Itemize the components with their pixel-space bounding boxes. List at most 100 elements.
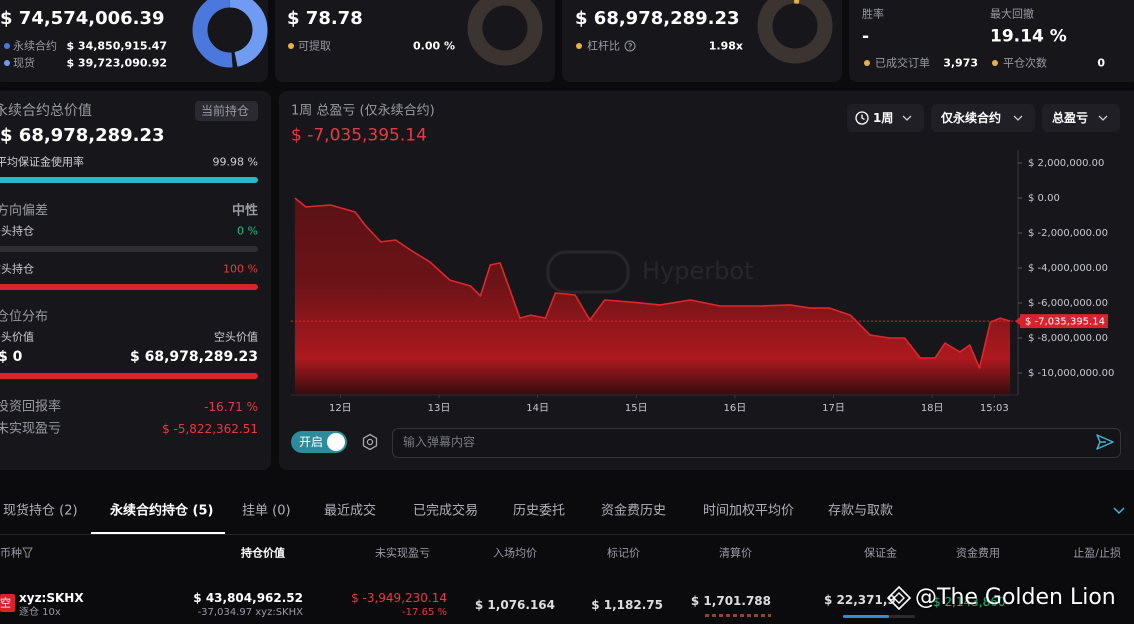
range-dropdown[interactable] xyxy=(847,104,924,132)
chevrons xyxy=(902,115,1108,121)
legend-value: $ 39,723,090.92 xyxy=(66,56,167,70)
legend-value: 1.98x xyxy=(708,39,743,53)
y-tick-label: $ -8,000,000.00 xyxy=(1028,333,1108,344)
column-header[interactable]: 标记价 xyxy=(607,546,640,560)
input-placeholder[interactable]: 输入弹幕内容 xyxy=(403,435,476,449)
position-size: -37,034.97 xyz:SKHX xyxy=(197,607,303,618)
metric-dropdown[interactable] xyxy=(1042,104,1120,132)
section-value: 中性 xyxy=(231,203,258,219)
help-icon[interactable] xyxy=(624,40,636,52)
stat-value: - xyxy=(862,26,870,47)
column-header[interactable]: 币种 xyxy=(0,546,22,560)
legend-dot xyxy=(288,43,294,49)
margin-mode: 逐仓 10x xyxy=(19,607,61,618)
x-tick-label: 17日 xyxy=(822,403,845,414)
card-withdrawable xyxy=(275,0,555,82)
current-value-tag-text: $ -7,035,395.14 xyxy=(1025,317,1105,328)
donut-segment xyxy=(192,0,268,68)
toggle-knob[interactable] xyxy=(327,433,345,451)
progress-bar xyxy=(0,373,258,379)
toggle-text[interactable]: 开启 xyxy=(299,435,324,449)
position-value: $ 43,804,962.52 xyxy=(193,591,303,605)
send-icon[interactable] xyxy=(1095,433,1115,451)
legend-dot xyxy=(864,60,870,66)
section-label: 仓位分布 xyxy=(0,309,49,325)
stat-value: 19.14 % xyxy=(990,26,1067,47)
clock-icon xyxy=(855,111,869,125)
value: $ 68,978,289.23 xyxy=(130,349,258,365)
badge-text: 当前持仓 xyxy=(201,104,250,118)
watermark-logo xyxy=(546,250,630,294)
tab[interactable]: 现货持仓 (2) xyxy=(3,503,78,519)
symbol[interactable]: xyz:SKHX xyxy=(19,591,84,605)
chart-watermark: Hyperbot xyxy=(642,257,753,285)
header-icons xyxy=(22,547,33,558)
tab[interactable]: 最近成交 xyxy=(324,503,377,519)
y-tick-label: $ -6,000,000.00 xyxy=(1028,298,1108,309)
value: 0 % xyxy=(237,224,258,238)
x-tick-label: 12日 xyxy=(329,403,352,414)
legend-label: 杠杆比 xyxy=(587,39,620,53)
dropdown-text[interactable]: 1周 xyxy=(873,111,894,125)
value: $ -5,822,362.51 xyxy=(162,422,258,436)
column-header[interactable]: 未实现盈亏 xyxy=(375,546,430,560)
legend-dot xyxy=(576,43,582,49)
unrealized-pnl-pct: -17.65 % xyxy=(402,607,447,618)
tab[interactable]: 永续合约持仓 (5) xyxy=(110,503,214,519)
value: 99.98 % xyxy=(212,155,258,169)
x-tick-label: 15日 xyxy=(625,403,648,414)
scope-dropdown[interactable] xyxy=(931,104,1035,132)
chart-subtitle: $ -7,035,395.14 xyxy=(291,125,427,146)
label: 投资回报率 xyxy=(0,399,62,415)
value: $ 0 xyxy=(0,349,23,365)
column-header[interactable]: 资金费用 xyxy=(956,546,1000,560)
legend-label: 可提取 xyxy=(298,39,331,53)
tab-divider xyxy=(0,534,1134,535)
badge xyxy=(195,101,258,121)
legend-dot xyxy=(992,60,998,66)
margin-bar xyxy=(843,615,889,618)
settings-icon[interactable] xyxy=(361,433,379,451)
tab[interactable]: 挂单 (0) xyxy=(242,503,291,519)
card-stats xyxy=(849,0,1134,82)
y-tick-label: $ -4,000,000.00 xyxy=(1028,263,1108,274)
column-header[interactable]: 入场均价 xyxy=(493,546,537,560)
progress-bar xyxy=(0,284,258,290)
x-tick-label: 15:03 xyxy=(980,403,1009,414)
label: 多头价值 xyxy=(0,330,34,344)
column-header[interactable]: 持仓价值 xyxy=(241,546,285,560)
tab[interactable]: 历史委托 xyxy=(513,503,566,519)
stat-label: 最大回撤 xyxy=(990,7,1034,21)
dropdown-text[interactable]: 仅永续合约 xyxy=(941,111,1002,125)
tab[interactable]: 资金费历史 xyxy=(601,503,667,519)
dropdown-text[interactable]: 总盈亏 xyxy=(1052,111,1089,125)
progress-bar xyxy=(0,246,258,252)
legend-label: 平仓次数 xyxy=(1003,56,1047,70)
funding: $ 2,143,860 xyxy=(933,595,1006,609)
label: 空头持仓 xyxy=(0,262,34,276)
x-tick-label: 13日 xyxy=(428,403,451,414)
current-value-tag xyxy=(1020,314,1108,329)
panel-title: 永续合约总价值 xyxy=(0,103,92,119)
value: 100 % xyxy=(223,262,258,276)
tab[interactable]: 时间加权平均价 xyxy=(703,503,795,519)
column-header[interactable]: 止盈/止损 xyxy=(1073,546,1121,560)
legend-value: 3,973 xyxy=(943,56,978,70)
legend-label: 已成交订单 xyxy=(875,56,930,70)
pnl-chart: Hyperbot $ 2,000,000.00 $ 0.00 $ -2,000,000… xyxy=(291,150,1114,414)
stat-label: 胜率 xyxy=(862,7,884,21)
card-total-value: $ 74,574,006.39 xyxy=(0,8,165,29)
card-value: $ 78.78 xyxy=(287,8,363,29)
tab[interactable]: 存款与取款 xyxy=(828,503,894,519)
value: -16.71 % xyxy=(204,400,258,414)
legend-label: 现货 xyxy=(13,56,35,70)
tab[interactable]: 已完成交易 xyxy=(413,503,479,519)
column-header[interactable]: 保证金 xyxy=(864,546,897,560)
column-header[interactable]: 清算价 xyxy=(719,546,752,560)
watermark-logo xyxy=(886,585,912,611)
card-perp xyxy=(562,0,842,82)
liquidation-bar xyxy=(705,614,771,617)
danmaku-input[interactable] xyxy=(392,428,1121,458)
tabs-chevron[interactable] xyxy=(1112,505,1126,517)
